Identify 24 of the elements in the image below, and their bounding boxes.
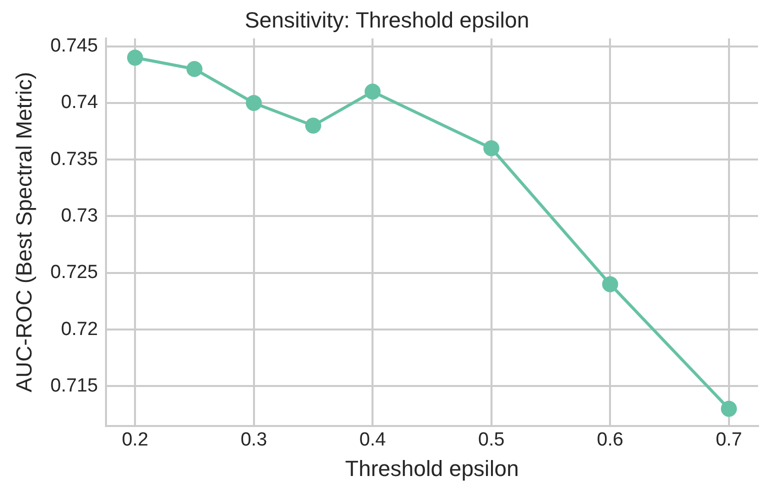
y-axis-title: AUC-ROC (Best Spectral Metric): [11, 72, 36, 392]
x-tick-label: 0.4: [359, 429, 386, 450]
point: [186, 60, 202, 77]
y-tick-label: 0.745: [50, 36, 98, 57]
y-tick-label: 0.735: [50, 148, 98, 170]
point: [127, 50, 144, 66]
x-tick-label: 0.2: [122, 429, 148, 450]
y-tick-label: 0.73: [60, 205, 98, 226]
y-tick-label: 0.715: [50, 375, 98, 396]
x-tick-label: 0.3: [240, 429, 268, 450]
y-tick-label: 0.72: [60, 318, 98, 340]
point: [364, 84, 381, 100]
point: [720, 400, 737, 417]
point: [483, 140, 500, 156]
x-tick-label: 0.6: [596, 429, 624, 450]
x-tick-label: 0.7: [716, 429, 742, 450]
point: [246, 94, 262, 111]
x-tick-label: 0.5: [478, 429, 505, 450]
y-tick-label: 0.74: [60, 92, 98, 114]
x-axis-title: Threshold epsilon: [345, 456, 519, 481]
point: [602, 276, 618, 292]
chart-title: Sensitivity: Threshold epsilon: [244, 7, 530, 32]
y-tick-label: 0.725: [50, 262, 98, 284]
point: [305, 118, 322, 134]
